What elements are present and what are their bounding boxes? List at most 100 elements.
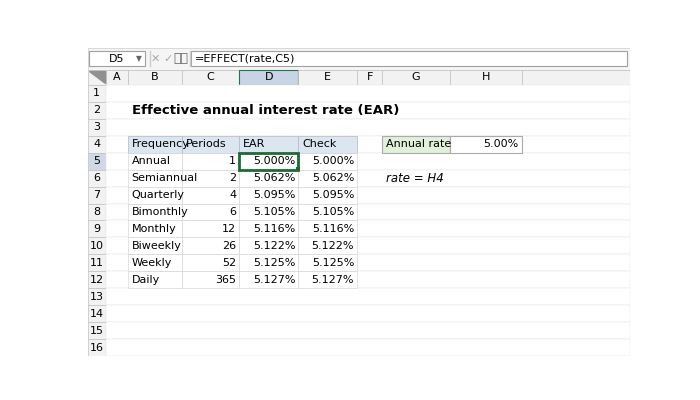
Bar <box>88 119 106 136</box>
Text: 5.105%: 5.105% <box>253 207 295 217</box>
Bar <box>450 70 522 85</box>
Bar <box>88 136 106 153</box>
Bar <box>88 271 106 288</box>
Text: 5.122%: 5.122% <box>312 241 354 251</box>
Text: A: A <box>113 72 121 82</box>
Bar <box>88 288 106 305</box>
Text: 𝑓𝑥: 𝑓𝑥 <box>173 52 188 65</box>
Bar <box>357 70 382 85</box>
Bar <box>128 220 182 238</box>
Bar <box>106 136 630 153</box>
Text: Quarterly: Quarterly <box>132 190 185 200</box>
Text: Periods: Periods <box>186 139 227 149</box>
Text: 5.062%: 5.062% <box>312 173 354 183</box>
Text: =EFFECT(rate,C5): =EFFECT(rate,C5) <box>195 54 295 64</box>
Text: 15: 15 <box>90 326 104 336</box>
Bar <box>182 70 239 85</box>
Text: Effective annual interest rate (EAR): Effective annual interest rate (EAR) <box>132 104 399 117</box>
Bar <box>298 238 357 254</box>
Text: D5: D5 <box>109 54 125 64</box>
Bar <box>106 186 630 204</box>
Text: 26: 26 <box>222 241 237 251</box>
Text: 5.095%: 5.095% <box>253 190 295 200</box>
Bar <box>106 70 128 85</box>
Text: D: D <box>265 72 273 82</box>
Text: 6: 6 <box>230 207 237 217</box>
Bar <box>522 70 630 85</box>
Text: 1: 1 <box>230 156 237 166</box>
Bar <box>298 170 357 186</box>
Text: Biweekly: Biweekly <box>132 241 181 251</box>
Text: 16: 16 <box>90 342 104 352</box>
Text: 5.062%: 5.062% <box>253 173 295 183</box>
Bar <box>106 322 630 339</box>
Bar <box>182 254 239 271</box>
Text: Annual: Annual <box>132 156 171 166</box>
Text: 4: 4 <box>229 190 237 200</box>
Text: E: E <box>324 72 331 82</box>
Bar <box>450 136 522 153</box>
Bar <box>128 170 182 186</box>
Text: 9: 9 <box>93 224 100 234</box>
Text: 12: 12 <box>90 275 104 285</box>
Text: F: F <box>366 72 373 82</box>
Text: Bimonthly: Bimonthly <box>132 207 188 217</box>
Bar <box>128 271 182 288</box>
Text: 5.095%: 5.095% <box>312 190 354 200</box>
Bar <box>298 136 357 153</box>
Bar <box>191 51 627 66</box>
Bar <box>128 153 182 170</box>
Text: 2: 2 <box>93 105 100 115</box>
Bar <box>182 186 239 204</box>
Bar <box>298 153 357 170</box>
Bar <box>106 288 630 305</box>
Bar <box>239 153 298 170</box>
Bar <box>88 204 106 220</box>
Bar <box>298 204 357 220</box>
Text: C: C <box>207 72 215 82</box>
Bar <box>88 254 106 271</box>
Text: 5.125%: 5.125% <box>253 258 295 268</box>
Bar <box>106 119 630 136</box>
Bar <box>298 186 357 204</box>
Bar <box>382 70 450 85</box>
Text: Semiannual: Semiannual <box>132 173 198 183</box>
Polygon shape <box>89 71 104 84</box>
Text: 5.116%: 5.116% <box>253 224 295 234</box>
Text: 365: 365 <box>216 275 237 285</box>
Text: 8: 8 <box>93 207 100 217</box>
Bar <box>128 186 182 204</box>
Bar <box>106 339 630 356</box>
Bar <box>182 238 239 254</box>
Bar <box>88 170 106 186</box>
Text: rate = H4: rate = H4 <box>386 172 444 185</box>
Bar <box>88 305 106 322</box>
Bar <box>88 102 106 119</box>
Text: H: H <box>482 72 490 82</box>
Bar <box>88 186 106 204</box>
Text: 11: 11 <box>90 258 104 268</box>
Bar <box>128 204 182 220</box>
Text: Frequency: Frequency <box>132 139 190 149</box>
Bar <box>182 153 239 170</box>
Text: 14: 14 <box>90 309 104 319</box>
Bar <box>128 254 182 271</box>
Bar <box>88 322 106 339</box>
Text: Monthly: Monthly <box>132 224 176 234</box>
Bar <box>106 204 630 220</box>
Bar <box>106 254 630 271</box>
Text: 5.125%: 5.125% <box>312 258 354 268</box>
Bar <box>106 170 630 186</box>
Bar <box>182 204 239 220</box>
Text: 5.000%: 5.000% <box>253 156 295 166</box>
Bar <box>382 136 450 153</box>
Text: 5.105%: 5.105% <box>312 207 354 217</box>
Text: 1: 1 <box>93 88 100 98</box>
Bar <box>128 238 182 254</box>
Text: ✓: ✓ <box>163 54 173 64</box>
Bar <box>106 153 630 170</box>
Bar <box>298 254 357 271</box>
Bar <box>128 136 182 153</box>
Text: 5.000%: 5.000% <box>312 156 354 166</box>
Bar <box>88 70 106 85</box>
